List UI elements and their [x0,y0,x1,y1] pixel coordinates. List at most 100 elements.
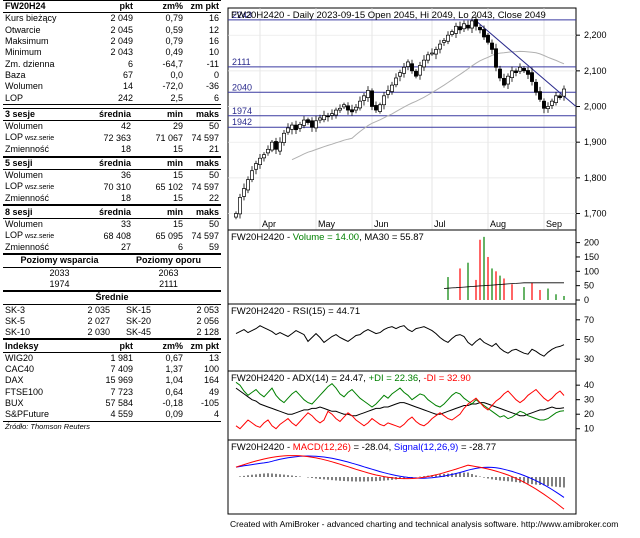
macd-signal-line [235,455,565,498]
sessions-5-table: 5 sesji średnia min maks Wolumen 36 15 50 LOP ws… [3,156,221,206]
candle-body [258,157,262,166]
candle-body [334,109,338,116]
pane-title: FW20H2420 - MACD(12,26) = -28.04, Signal… [231,442,496,453]
sessions-row: Wolumen 36 15 50 [3,169,221,181]
row-max: 21 [185,144,221,157]
row-value: 14 [122,81,133,92]
candle-body [310,120,314,128]
averages-header: Średnie [3,291,221,305]
resistance-level: 2063 [158,267,179,278]
candle-body [414,70,418,77]
candle-body [458,26,462,31]
index-row: FTSE100 7 723 0,64 49 [3,387,221,398]
row-average: 27 [77,242,133,255]
index-change-pct: 0,67 [165,352,183,363]
title-prefix: FW20H2420 - [231,373,292,384]
volume-tick-label: 200 [584,238,599,248]
candle-body [482,29,486,38]
support-level: 2033 [49,267,70,278]
candle-body [326,115,330,118]
row-change-pts: -11 [206,58,219,69]
row-min: 15 [133,144,185,157]
candle-body [474,19,478,27]
row-label: LOP wsz.serie [5,181,55,192]
averages-row: SK-3 2 035 SK-15 2 053 [3,304,221,316]
row-average: 42 [120,121,131,132]
row-value: 242 [85,92,135,105]
row-label: Zm. dzienna [5,58,55,69]
index-change-pts: 13 [208,352,219,363]
series-note: wsz.serie [23,184,55,192]
averages-row: SK-5 2 027 SK-20 2 056 [3,316,221,327]
support-header: Poziomy wsparcia [3,254,116,268]
candle-body [430,52,434,55]
month-label: Sep [546,219,562,229]
price-tick-label: 1,800 [584,173,607,183]
row-label: Wolumen [5,170,43,180]
sessions-row: LOP wsz.serie 72 363 71 067 74 597 [3,132,221,144]
sessions-row: Zmienność 18 15 22 [3,193,221,206]
candle-body [398,72,402,77]
candle-body [434,49,438,55]
sessions-8-table: 8 sesji średnia min maks Wolumen 33 15 50 LOP ws… [3,205,221,255]
candle-body [250,170,254,180]
row-average: 72 363 [103,132,131,143]
index-change-pts: 100 [203,364,219,375]
avg-value: 2 128 [166,327,221,340]
title-part: , [418,373,423,384]
adx-series-line [235,388,565,430]
col-zm-pkt: zm pkt [185,0,221,14]
candle-body [246,179,250,191]
index-name: BUX [5,398,24,409]
row-change-pct: 0,79 [165,36,183,47]
level-label: 2040 [232,82,252,92]
price-tick-label: 1,900 [584,137,607,147]
sessions-row: Wolumen 33 15 50 [3,218,221,230]
summary-row: Minimum 2 043 0,49 10 [3,47,221,58]
candle-body [274,141,278,150]
col-zm-pct: zm% [135,0,185,14]
rsi-tick-label: 70 [584,315,594,325]
rsi-line [235,325,565,357]
avg-value: 2 053 [196,304,219,315]
data-panel: FW20H24 pkt zm% zm pkt Kurs bieżący 2 049… [0,0,222,538]
candle-body [330,113,334,116]
candle-body [454,25,458,34]
row-value: 6 [127,58,133,69]
summary-row: LOP 242 2,5 6 [3,92,221,105]
candle-body [502,77,506,86]
adx-tick-label: 20 [584,409,594,419]
candle-body [446,34,450,42]
candle-body [306,119,310,123]
sessions-row: LOP wsz.serie 70 310 65 102 74 597 [3,181,221,193]
pane-title: FW20H2420 - RSI(15) = 44.71 [231,306,360,317]
row-label: LOP wsz.serie [5,230,55,241]
summary-row: Wolumen 14 -72,0 -36 [3,81,221,92]
adx-tick-label: 10 [584,424,594,434]
avg-name: SK-5 [5,315,26,326]
adx-series-line [235,381,565,421]
summary-header: FW20H24 pkt zm% zm pkt [3,0,221,14]
title-part: MA30 = 55.87 [364,232,423,243]
candle-body [450,31,454,35]
levels-row: 1974 2111 [3,278,221,292]
index-row: DAX 15 969 1,04 164 [3,375,221,386]
sessions-title: 3 sesje [3,107,77,121]
row-min: 71 067 [155,132,183,143]
col-average: średnia [77,156,133,170]
rsi-tick-label: 30 [584,354,594,364]
candle-body [526,70,530,75]
row-change-pts: 16 [208,13,219,24]
title-part: +DI = 22.36 [369,373,419,384]
row-label: Kurs bieżący [5,13,57,24]
row-min: 65 102 [155,181,183,192]
levels-table: Poziomy wsparcia Poziomy oporu 2033 2063 1… [3,254,221,292]
col-pkt: pkt [85,0,135,14]
row-label: Zmienność [3,242,77,255]
averages-row: SK-10 2 030 SK-45 2 128 [3,327,221,340]
candle-body [378,104,382,112]
candle-body [234,213,238,218]
candle-body [262,154,266,159]
index-value: 57 584 [105,398,133,409]
row-change-pct: 0,79 [165,13,183,24]
